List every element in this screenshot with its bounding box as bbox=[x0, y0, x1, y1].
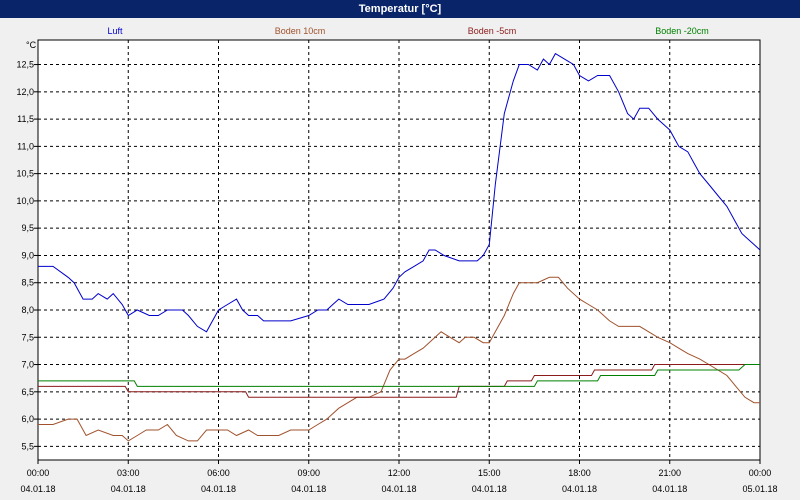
y-tick-label: 11,5 bbox=[17, 114, 34, 124]
x-tick-date: 04.01.18 bbox=[652, 484, 687, 494]
legend-entry: Boden 10cm bbox=[275, 26, 326, 36]
y-tick-label: 12,0 bbox=[16, 87, 34, 97]
x-tick-time: 00:00 bbox=[749, 468, 772, 478]
x-tick-time: 21:00 bbox=[658, 468, 681, 478]
y-axis-unit: °C bbox=[26, 40, 37, 50]
x-tick-date: 04.01.18 bbox=[562, 484, 597, 494]
x-tick-time: 12:00 bbox=[388, 468, 411, 478]
window-title: Temperatur [°C] bbox=[0, 0, 800, 18]
x-tick-date: 05.01.18 bbox=[742, 484, 777, 494]
legend-entry: Luft bbox=[107, 26, 123, 36]
x-tick-date: 04.01.18 bbox=[472, 484, 507, 494]
x-tick-date: 04.01.18 bbox=[20, 484, 55, 494]
x-tick-date: 04.01.18 bbox=[201, 484, 236, 494]
x-tick-time: 03:00 bbox=[117, 468, 140, 478]
x-axis: 00:00 04.01.18 03:00 04.01.18 06:00 04.01.18 0… bbox=[20, 460, 778, 494]
y-tick-label: 9,0 bbox=[21, 250, 34, 260]
legend-entry: Boden -20cm bbox=[655, 26, 709, 36]
series-line-0 bbox=[38, 52, 761, 333]
y-tick-label: 8,5 bbox=[21, 278, 34, 288]
y-tick-label: 6,0 bbox=[21, 414, 34, 424]
series-lines bbox=[38, 52, 761, 442]
y-tick-label: 10,0 bbox=[16, 196, 34, 206]
y-tick-label: 6,5 bbox=[21, 387, 34, 397]
y-tick-label: 8,0 bbox=[21, 305, 34, 315]
x-tick-time: 00:00 bbox=[27, 468, 50, 478]
y-axis: 5,5 6,0 6,5 7,0 7,5 8,0 8,5 9,0 9,5 10,0 10,5 11,0 1… bbox=[16, 60, 38, 451]
series-line-1 bbox=[38, 276, 760, 442]
series-line-3 bbox=[38, 364, 760, 387]
y-tick-label: 11,0 bbox=[17, 141, 34, 151]
x-tick-time: 09:00 bbox=[297, 468, 320, 478]
y-tick-label: 5,5 bbox=[21, 441, 34, 451]
legend-entry: Boden -5cm bbox=[468, 26, 517, 36]
y-tick-label: 9,5 bbox=[21, 223, 34, 233]
y-tick-label: 7,5 bbox=[21, 332, 34, 342]
y-tick-label: 12,5 bbox=[16, 60, 34, 70]
grid bbox=[38, 40, 760, 460]
legend: Luft Boden 10cm Boden -5cm Boden -20cm bbox=[107, 26, 708, 36]
x-tick-date: 04.01.18 bbox=[291, 484, 326, 494]
x-tick-time: 15:00 bbox=[478, 468, 501, 478]
y-tick-label: 7,0 bbox=[21, 360, 34, 370]
x-tick-time: 18:00 bbox=[568, 468, 591, 478]
x-tick-date: 04.01.18 bbox=[381, 484, 416, 494]
x-tick-time: 06:00 bbox=[207, 468, 230, 478]
x-tick-date: 04.01.18 bbox=[111, 484, 146, 494]
y-tick-label: 10,5 bbox=[16, 169, 34, 179]
